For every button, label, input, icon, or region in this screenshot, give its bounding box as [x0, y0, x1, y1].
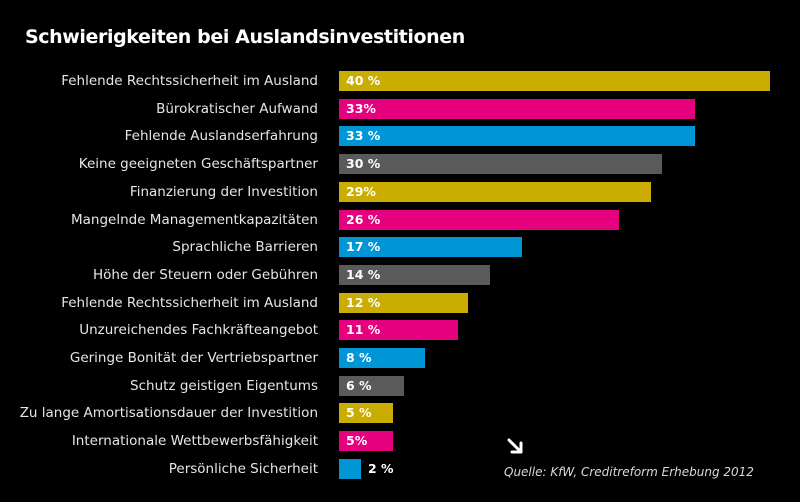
bar — [339, 126, 695, 147]
bar — [339, 292, 468, 313]
category-label: Persönliche Sicherheit — [168, 460, 318, 477]
category-label: Finanzierung der Investition — [129, 183, 318, 200]
bar — [339, 264, 490, 285]
bar — [339, 154, 662, 175]
bar — [339, 320, 458, 341]
category-label: Unzureichendes Fachkräfteangebot — [79, 322, 318, 339]
bar — [339, 71, 770, 91]
value-label: 6 % — [346, 377, 372, 393]
bar — [339, 375, 404, 396]
category-label: Höhe der Steuern oder Gebühren — [92, 266, 318, 283]
bar — [339, 403, 393, 424]
bar — [339, 458, 361, 479]
value-label: 14 % — [346, 266, 381, 282]
bar — [339, 209, 619, 230]
value-label: 40 % — [346, 73, 381, 88]
bar — [339, 237, 522, 258]
value-label: 8 % — [346, 350, 372, 365]
value-label: 17 % — [346, 239, 381, 255]
category-label: Geringe Bonität der Vertriebspartner — [69, 350, 318, 366]
bar — [339, 431, 393, 452]
category-label: Schutz geistigen Eigentums — [130, 377, 318, 394]
value-label: 11 % — [346, 322, 381, 338]
category-label: Zu lange Amortisationsdauer der Investit… — [19, 405, 318, 422]
category-label: Fehlende Rechtssicherheit im Ausland — [61, 294, 318, 311]
value-label: 30 % — [346, 156, 381, 172]
bar — [339, 181, 651, 202]
arrow-down-right-icon — [507, 438, 523, 454]
value-label: 5 % — [346, 405, 372, 421]
source-note: Quelle: KfW, Creditreform Erhebung 2012 — [504, 465, 754, 479]
bar — [339, 348, 425, 368]
value-label: 2 % — [368, 460, 394, 476]
category-label: Internationale Wettbewerbsfähigkeit — [71, 433, 318, 450]
value-label: 26 % — [346, 211, 381, 227]
category-label: Sprachliche Barrieren — [172, 239, 318, 256]
bar — [339, 98, 695, 119]
category-label: Bürokratischer Aufwand — [156, 100, 318, 117]
category-label: Fehlende Auslandserfahrung — [124, 128, 318, 145]
value-label: 29% — [346, 183, 376, 199]
category-label: Mangelnde Managementkapazitäten — [70, 211, 318, 228]
value-label: 33 % — [346, 128, 381, 144]
category-label: Keine geeigneten Geschäftspartner — [78, 156, 318, 173]
value-label: 33% — [346, 100, 376, 116]
category-label: Fehlende Rechtssicherheit im Ausland — [61, 73, 318, 89]
value-label: 12 % — [346, 294, 381, 310]
chart-title: Schwierigkeiten bei Auslandsinvestitione… — [25, 26, 465, 48]
value-label: 5% — [346, 433, 368, 449]
